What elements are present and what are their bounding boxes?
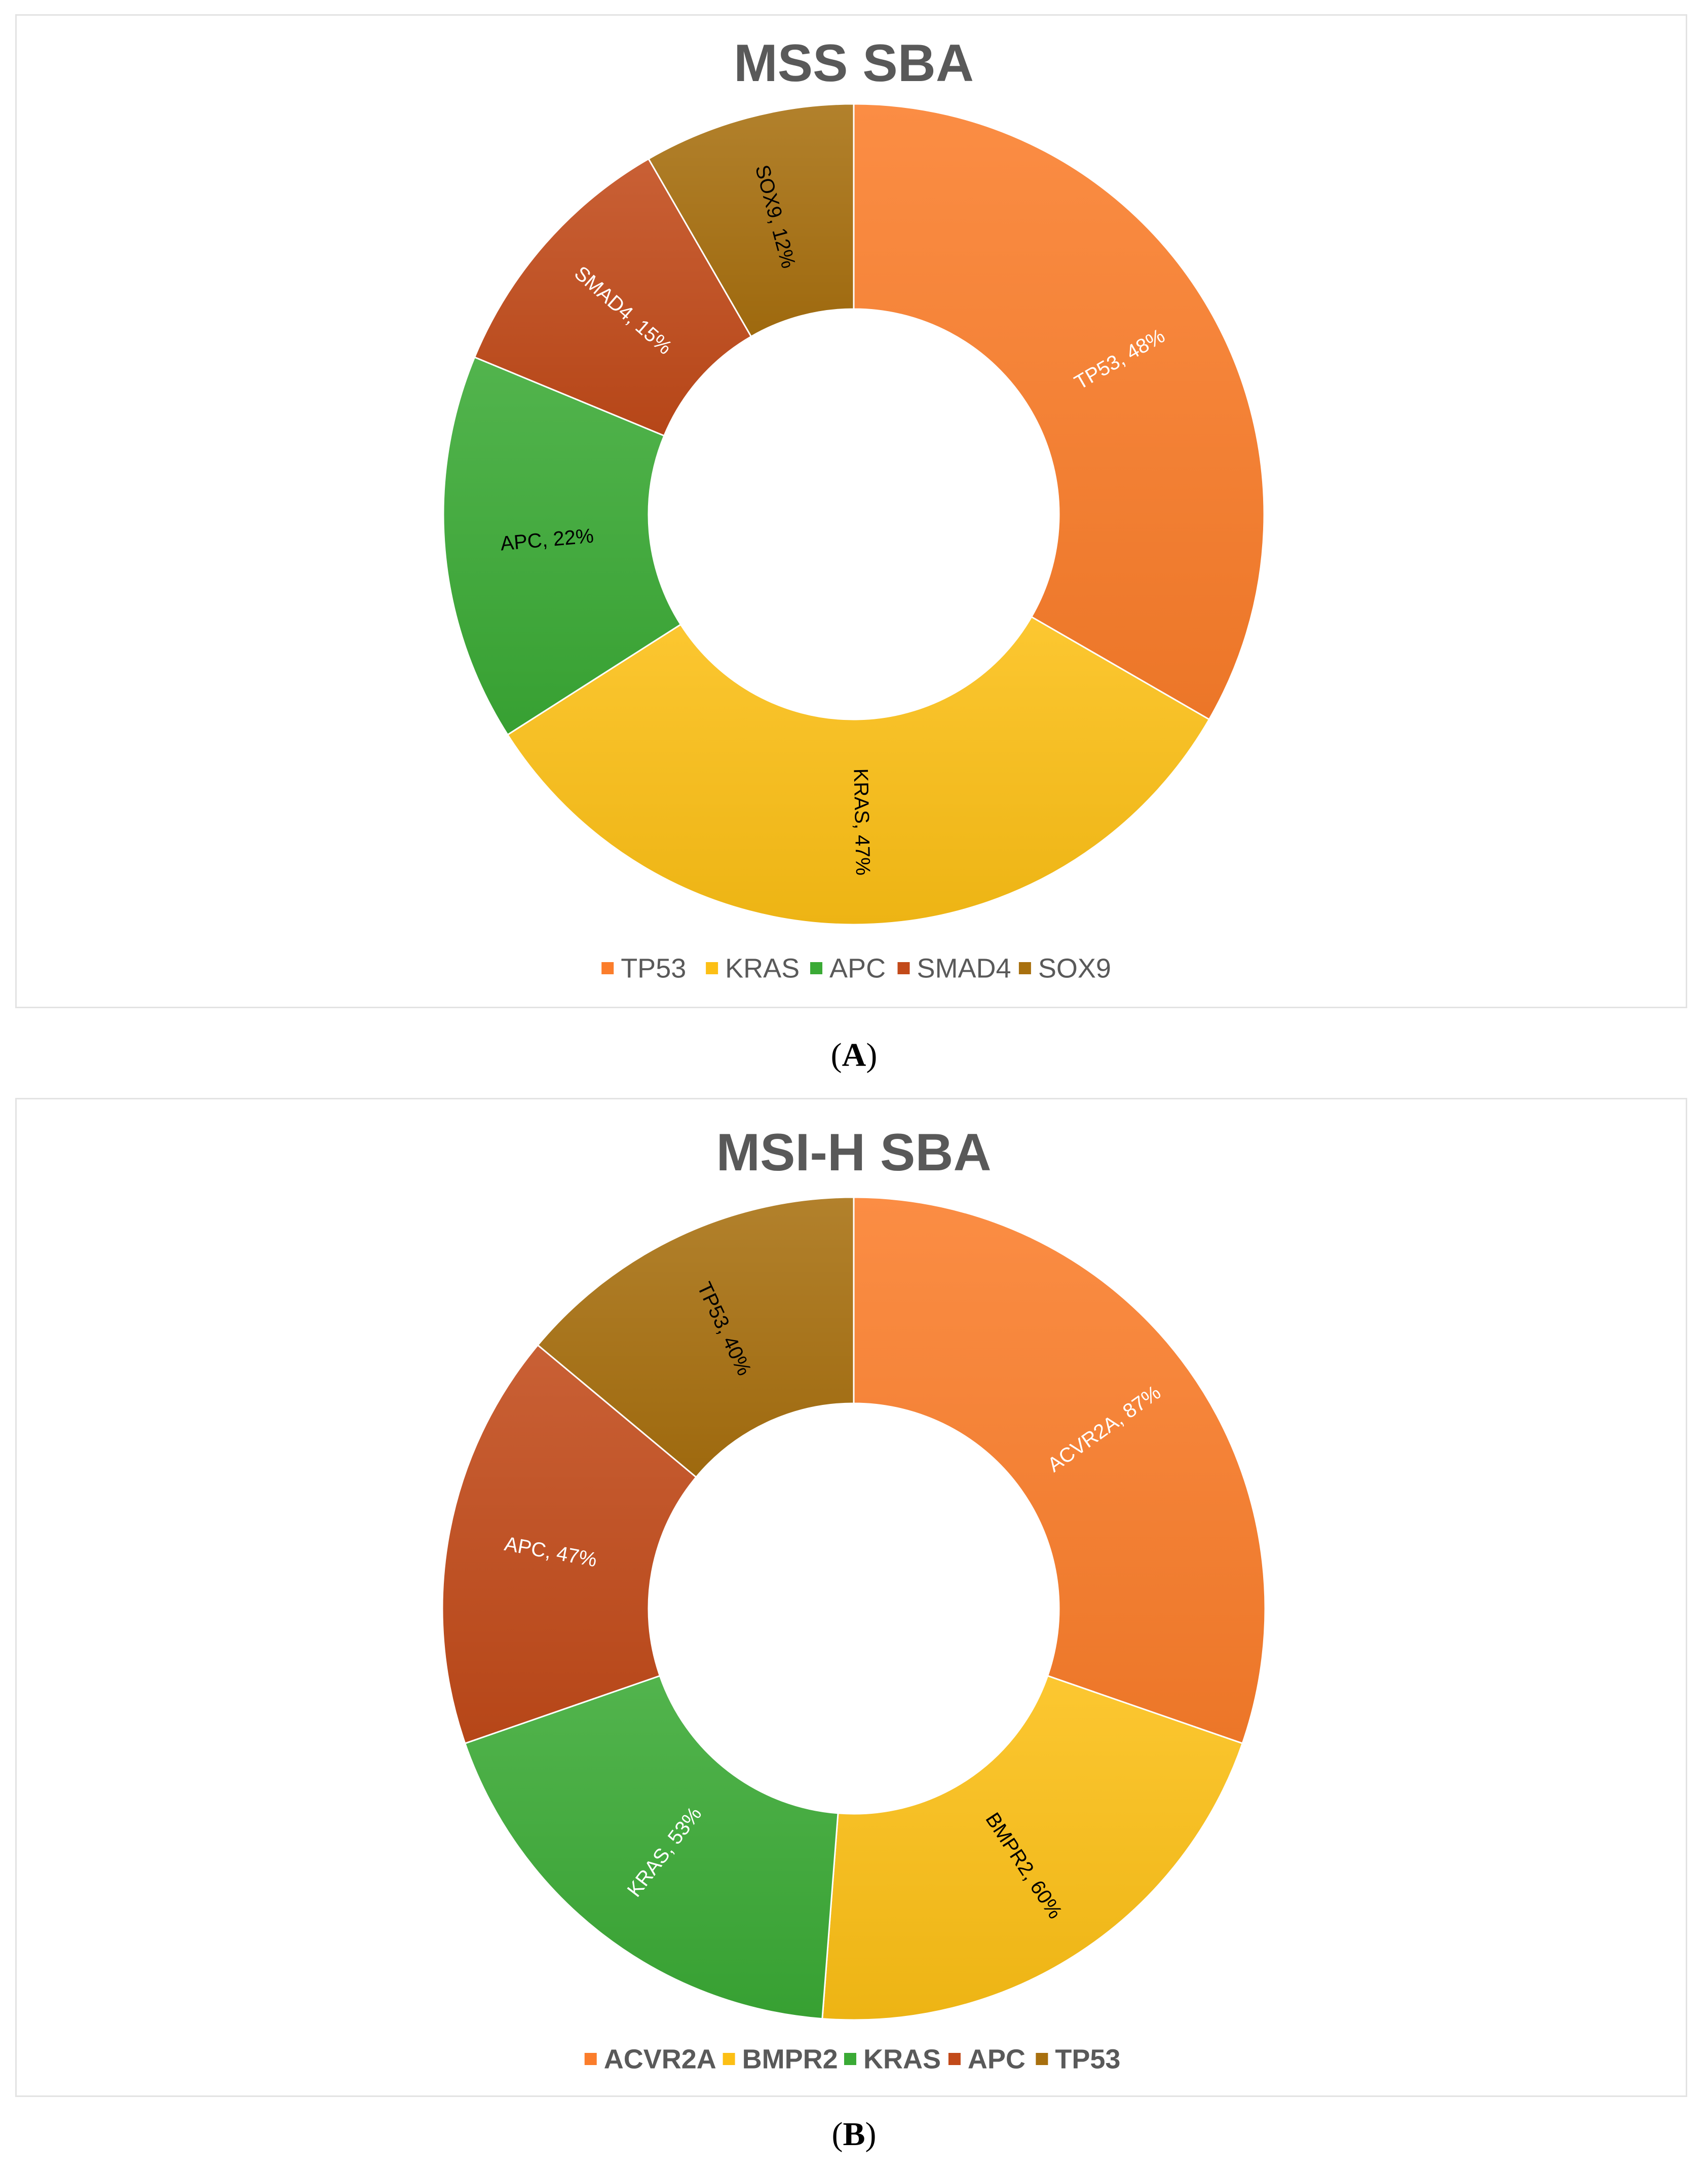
- chart-title: MSI-H SBA: [716, 1123, 991, 1182]
- legend: TP53 KRAS APC SMAD4 SOX9: [601, 953, 1111, 983]
- donut-slice-sox9: [647, 103, 855, 338]
- legend-label-kras: KRAS: [863, 2044, 941, 2074]
- donut-slice-bmpr2: [821, 1674, 1244, 2021]
- donut-slice-tp53: [537, 1196, 855, 1478]
- figure-caption-a: (A): [830, 1037, 878, 1074]
- donut-slice-apc: [441, 1344, 698, 1744]
- legend-swatch-apc: [948, 2053, 961, 2065]
- legend-swatch-acvr2a: [584, 2053, 597, 2065]
- legend: ACVR2A BMPR2 KRAS APC TP53: [584, 2044, 1120, 2074]
- legend-swatch-tp53: [1036, 2053, 1048, 2065]
- donut-slice-kras: [464, 1674, 839, 2020]
- legend-label-tp53: TP53: [621, 953, 686, 983]
- legend-swatch-kras: [706, 962, 718, 974]
- data-label-kras: KRAS, 47%: [849, 768, 874, 875]
- legend-swatch-tp53: [601, 962, 614, 974]
- chart-title: MSS SBA: [734, 34, 974, 93]
- legend-label-apc: APC: [968, 2044, 1026, 2074]
- legend-label-acvr2a: ACVR2A: [604, 2044, 716, 2074]
- donut-slice-kras: [506, 616, 1210, 926]
- legend-label-smad4: SMAD4: [917, 953, 1011, 983]
- donut-slice-tp53: [853, 103, 1265, 721]
- donut-slice-apc: [442, 356, 682, 736]
- donut-slice-acvr2a: [853, 1196, 1266, 1744]
- legend-swatch-sox9: [1018, 962, 1031, 974]
- donut-slice-smad4: [473, 158, 752, 437]
- legend-label-apc: APC: [829, 953, 886, 983]
- legend-label-kras: KRAS: [725, 953, 800, 983]
- legend-label-bmpr2: BMPR2: [742, 2044, 838, 2074]
- legend-label-tp53: TP53: [1055, 2044, 1120, 2074]
- legend-swatch-bmpr2: [723, 2053, 735, 2065]
- legend-swatch-apc: [810, 962, 823, 974]
- legend-swatch-smad4: [897, 962, 910, 974]
- legend-label-sox9: SOX9: [1038, 953, 1111, 983]
- figure-caption-b: (B): [831, 2116, 877, 2153]
- legend-swatch-kras: [844, 2053, 856, 2065]
